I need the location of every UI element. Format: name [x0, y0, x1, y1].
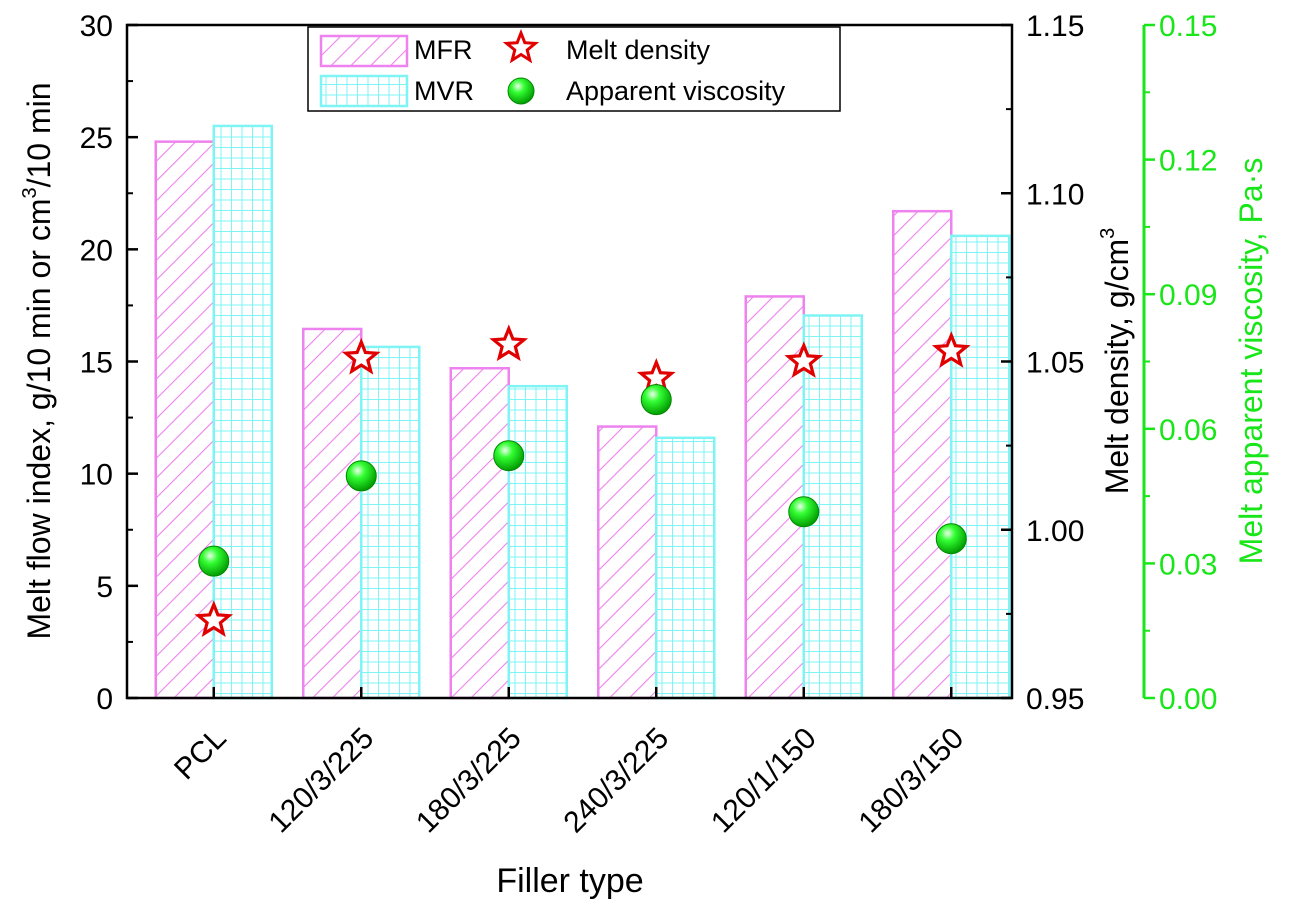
- y-left-tick-label: 5: [96, 571, 113, 604]
- bar-mfr: [744, 295, 805, 700]
- point-melt-density: [784, 341, 824, 378]
- point-apparent-viscosity: [788, 496, 820, 528]
- legend-star-shape: [502, 28, 540, 64]
- bar-mfr: [302, 327, 363, 700]
- legend: MFR MVR Melt density Apparent viscosity: [307, 26, 841, 112]
- y-right2-tick-label: 0.12: [1159, 145, 1217, 178]
- legend-swatch-mvr: [319, 74, 409, 108]
- point-apparent-viscosity: [198, 545, 230, 577]
- y-right1-axis-title: Melt density, g/cm3: [1097, 228, 1135, 495]
- point-apparent-viscosity: [493, 440, 525, 472]
- x-axis-title: Filler type: [496, 862, 643, 900]
- bar-mvr: [655, 436, 716, 700]
- x-tick-label: 240/3/225: [557, 722, 675, 840]
- bar-mfr: [597, 425, 658, 700]
- bars-layer: [154, 124, 1011, 700]
- y-left-tick-label: 0: [96, 683, 113, 716]
- y-right1-tick-label: 0.95: [1026, 683, 1084, 716]
- y-right2-tick-label: 0.03: [1159, 548, 1217, 581]
- point-melt-density: [194, 600, 234, 638]
- y-left-axis-title: Melt flow index, g/10 min or cm3/10 min: [19, 82, 57, 639]
- y-right2-tick-label: 0.09: [1159, 279, 1217, 312]
- legend-swatch-mfr: [319, 34, 409, 68]
- markers-layer: [194, 324, 971, 638]
- x-tick-label: 120/3/225: [262, 722, 380, 840]
- x-tick-label: PCL: [168, 722, 233, 787]
- y-left-tick-label: 15: [80, 347, 113, 380]
- point-apparent-viscosity: [935, 523, 967, 555]
- bar-mfr: [892, 209, 953, 700]
- point-melt-density: [341, 337, 381, 375]
- legend-label-mvr: MVR: [414, 76, 474, 106]
- y-right1-tick-label: 1.00: [1026, 515, 1084, 548]
- x-tick-label: 180/3/150: [852, 722, 970, 840]
- bar-mvr: [950, 234, 1011, 700]
- point-melt-density: [931, 331, 971, 368]
- y-left-tick-label: 25: [80, 122, 113, 155]
- x-tick-label: 180/3/225: [410, 722, 528, 840]
- y-left-tick-label: 10: [80, 459, 113, 492]
- bar-mfr: [449, 366, 510, 700]
- legend-star-icon: [502, 28, 540, 64]
- legend-label-melt-density: Melt density: [566, 35, 711, 65]
- bar-mvr: [360, 345, 421, 700]
- y-right1-tick-label: 1.05: [1026, 347, 1084, 380]
- y-right2-tick-label: 0.06: [1159, 414, 1217, 447]
- point-melt-density: [489, 324, 529, 362]
- y-right2-axis-title: Melt apparent viscosity, Pa·s: [1233, 158, 1269, 565]
- point-apparent-viscosity: [640, 384, 672, 416]
- legend-label-apparent-viscosity: Apparent viscosity: [566, 76, 786, 106]
- legend-label-mfr: MFR: [414, 35, 472, 65]
- x-tick-label: 120/1/150: [705, 722, 823, 840]
- bar-mvr: [507, 384, 568, 700]
- y-left-tick-label: 20: [80, 234, 113, 267]
- legend-sphere-icon: [507, 77, 535, 105]
- point-apparent-viscosity: [345, 460, 377, 492]
- bar-mvr: [212, 124, 273, 700]
- y-right2-tick-label: 0.00: [1159, 683, 1217, 716]
- y-left-tick-label: 30: [80, 10, 113, 43]
- y-right2-tick-label: 0.15: [1159, 10, 1217, 43]
- bar-mfr: [154, 140, 215, 700]
- y-right1-tick-label: 1.10: [1026, 178, 1084, 211]
- y-right1-tick-label: 1.15: [1026, 10, 1084, 43]
